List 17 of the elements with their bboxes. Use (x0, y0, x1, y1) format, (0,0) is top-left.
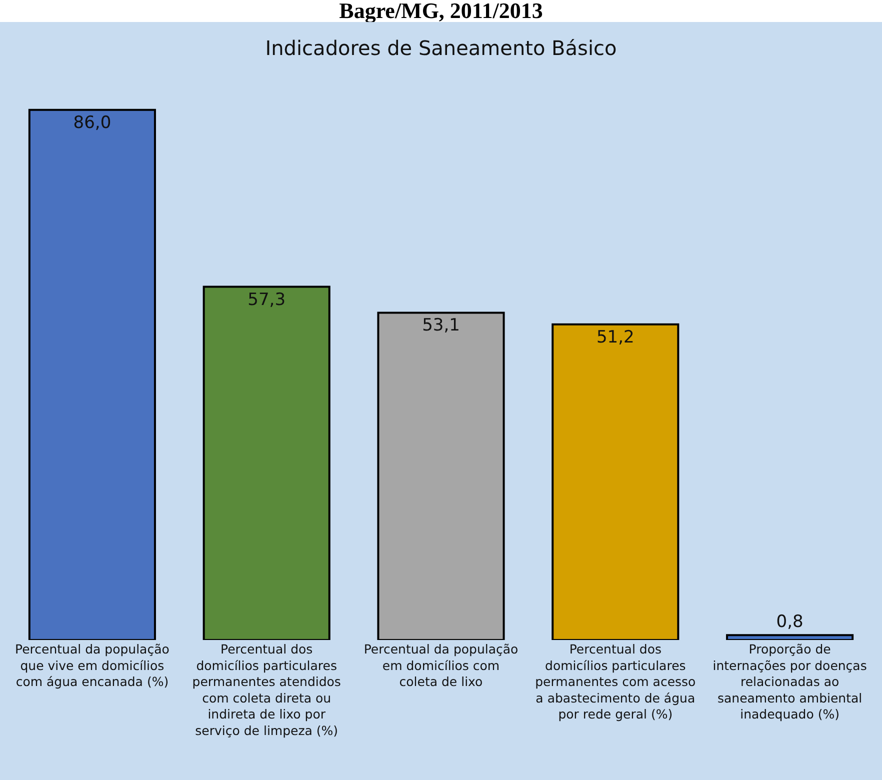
data-label: 51,2 (596, 327, 634, 348)
bar (377, 312, 505, 640)
x-tick-label: Percentual da população em domicílios com coleta de lixo (364, 642, 518, 689)
x-tick-label: Percentual dos domicílios particulares permanentes atendidos com coleta direta ou indireta de lixo por serviço de limpeza (%) (192, 642, 341, 738)
bar (552, 323, 680, 640)
bar (726, 634, 854, 640)
bar (202, 286, 330, 640)
data-label: 86,0 (73, 112, 112, 133)
x-tick-label: Percentual da população que vive em domicílios com água encanada (%) (15, 642, 170, 689)
chart-title: Indicadores de Saneamento Básico (265, 36, 617, 60)
data-label: 57,3 (248, 290, 286, 310)
bar (28, 108, 156, 640)
x-tick-label: Percentual dos domicílios particulares permanentes com acesso a abastecimento de água por rede geral (%) (535, 642, 696, 722)
data-label: 53,1 (422, 316, 460, 336)
x-tick-label: Proporção de internações por doenças relacionadas ao saneamento ambiental inadequado (%) (712, 642, 867, 722)
data-label: 0,8 (776, 612, 804, 632)
chart-subtitle: Bagre/MG, 2011/2013 (338, 0, 544, 23)
